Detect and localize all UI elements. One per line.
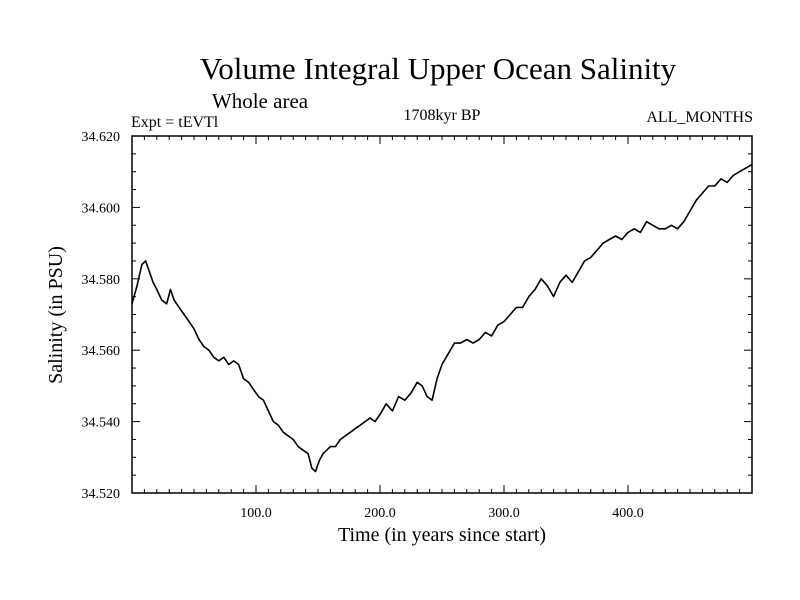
y-tick-label: 34.620 [82,130,121,145]
y-tick-label: 34.560 [82,344,121,359]
x-tick-label: 300.0 [488,506,520,521]
y-axis-label: Salinity (in PSU) [45,246,67,384]
x-tick-label: 400.0 [612,506,644,521]
period-label: 1708kyr BP [404,107,481,124]
x-tick-label: 200.0 [364,506,396,521]
chart-subtitle: Whole area [212,89,309,113]
plot-frame [131,135,753,494]
x-axis-ticks: 100.0 200.0 300.0 400.0 [143,136,741,521]
x-tick-label: 100.0 [240,506,272,521]
x-axis-label: Time (in years since start) [338,524,546,546]
chart-title: Volume Integral Upper Ocean Salinity [200,51,677,86]
salinity-series-line [131,163,753,473]
months-label: ALL_MONTHS [646,109,753,126]
experiment-label: Expt = tEVTl [131,114,219,131]
y-tick-label: 34.520 [82,487,121,502]
y-axis-ticks: 34.520 34.540 34.560 34.580 34.600 34.620 [82,130,752,502]
y-tick-label: 34.580 [82,273,121,288]
y-tick-label: 34.540 [82,416,121,431]
y-tick-label: 34.600 [82,201,121,216]
